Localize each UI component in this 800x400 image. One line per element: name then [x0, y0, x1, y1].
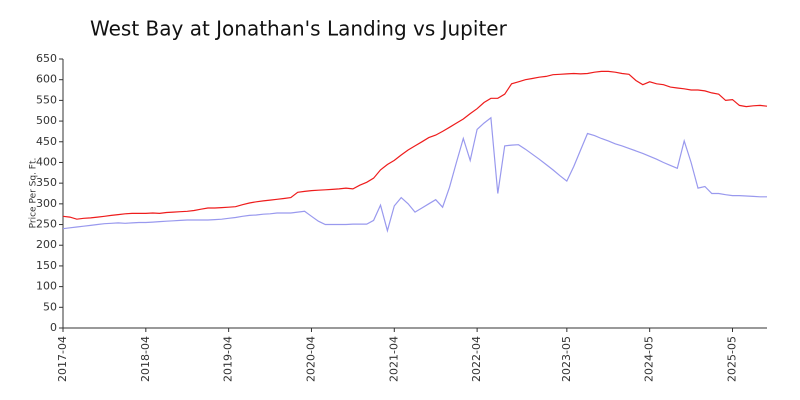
x-tick-label: 2022-04: [470, 336, 483, 382]
y-tick-label: 100: [36, 280, 57, 293]
y-tick-label: 350: [36, 176, 57, 189]
x-tick-label: 2019-04: [222, 336, 235, 382]
y-axis-label: Price Per Sq. Ft.: [29, 158, 39, 229]
y-tick-label: 600: [36, 73, 57, 86]
x-tick-label: 2018-04: [139, 336, 152, 382]
y-tick-label: 150: [36, 259, 57, 272]
x-tick-label: 2024-05: [643, 336, 656, 382]
chart-title: West Bay at Jonathan's Landing vs Jupite…: [90, 17, 508, 41]
y-tick-label: 50: [43, 300, 57, 313]
y-tick-label: 300: [36, 197, 57, 210]
y-tick-label: 250: [36, 218, 57, 231]
x-tick-label: 2017-04: [56, 336, 69, 382]
y-tick-label: 650: [36, 52, 57, 65]
x-tick-label: 2021-04: [387, 336, 400, 382]
y-tick-label: 0: [50, 321, 57, 334]
y-tick-label: 450: [36, 135, 57, 148]
x-tick-label: 2023-05: [560, 336, 573, 382]
y-tick-label: 400: [36, 155, 57, 168]
series-line: [62, 116, 767, 233]
y-tick-label: 200: [36, 238, 57, 251]
x-tick-label: 2025-05: [725, 336, 738, 382]
series-line: [62, 70, 768, 220]
x-tick-label: 2020-04: [304, 336, 317, 382]
y-tick-label: 550: [36, 93, 57, 106]
y-tick-label: 500: [36, 114, 57, 127]
